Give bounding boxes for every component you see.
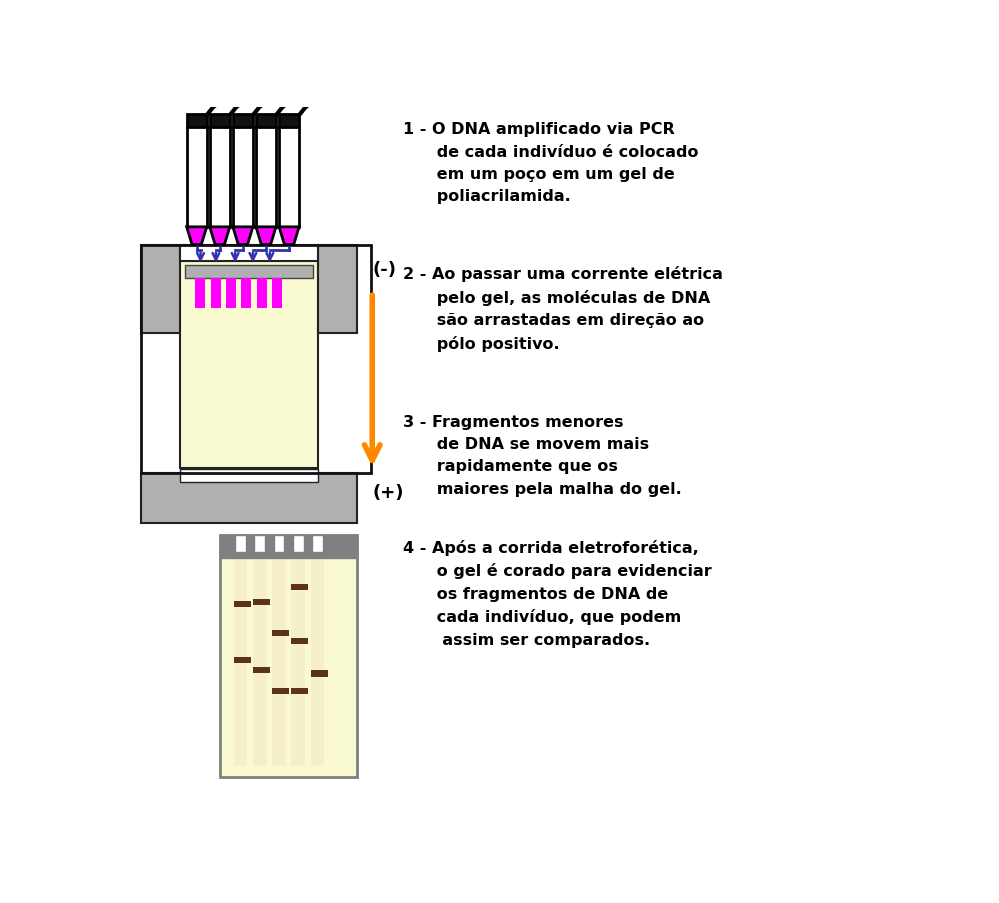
Polygon shape [210,228,230,246]
Bar [293,535,304,552]
Text: 2 - Ao passar uma corrente elétrica
      pelo gel, as moléculas de DNA
      sã: 2 - Ao passar uma corrente elétrica pelo… [403,266,723,352]
Bar [210,115,230,127]
Bar [292,688,309,694]
Bar [141,474,357,524]
Bar [210,127,230,228]
Bar [292,554,306,766]
Bar [234,657,251,664]
Bar [272,630,289,637]
Bar [279,127,299,228]
Bar [272,279,282,308]
Text: 1 - O DNA amplificado via PCR
      de cada indivíduo é colocado
      em um poç: 1 - O DNA amplificado via PCR de cada in… [403,122,698,204]
Bar [220,535,357,558]
Bar [272,554,286,766]
Text: 3 - Fragmentos menores
      de DNA se movem mais
      rapidamente que os
     : 3 - Fragmentos menores de DNA se movem m… [403,414,681,496]
Bar [180,470,319,483]
Bar [233,127,253,228]
Bar [180,246,319,262]
Polygon shape [279,228,299,246]
Polygon shape [256,228,276,246]
Bar [185,265,313,279]
Bar [220,535,357,777]
Bar [255,535,265,552]
Polygon shape [233,228,253,246]
Bar [253,599,270,605]
Bar [257,279,267,308]
Bar [226,279,236,308]
Bar [292,584,309,591]
Bar [141,246,371,474]
Bar [234,601,251,608]
Bar [272,688,289,694]
Bar [274,535,285,552]
Bar [195,279,205,308]
Bar [187,115,207,127]
Bar [242,279,252,308]
Polygon shape [187,228,207,246]
Bar [141,246,180,334]
Bar [279,115,299,127]
Text: (-): (-) [373,261,397,279]
Text: 4 - Após a corrida eletroforética,
      o gel é corado para evidenciar
      os: 4 - Após a corrida eletroforética, o gel… [403,539,711,647]
Text: (+): (+) [373,484,404,502]
Bar [253,666,270,673]
Bar [256,115,276,127]
Bar [234,554,248,766]
Bar [187,127,207,228]
Bar [235,535,246,552]
Bar [253,554,267,766]
Bar [312,535,323,552]
Bar [311,671,328,676]
Bar [319,246,357,334]
Bar [233,115,253,127]
Bar [311,554,325,766]
Bar [292,638,309,645]
Bar [180,262,319,469]
Bar [256,127,276,228]
Bar [211,279,221,308]
